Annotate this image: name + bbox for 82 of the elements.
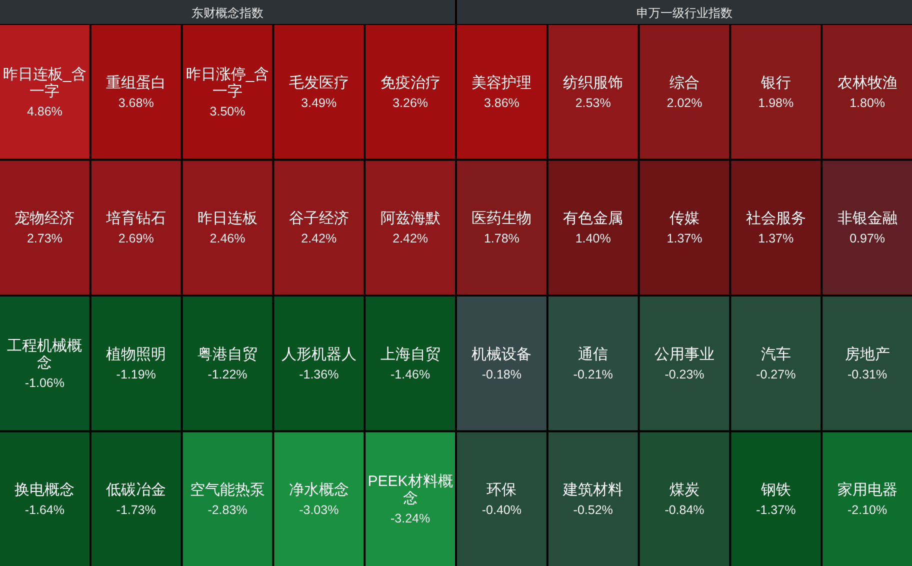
- value-label: -1.22%: [208, 367, 248, 382]
- tile-name: 阿兹海默: [380, 210, 440, 228]
- value-label: -0.23%: [664, 367, 704, 382]
- value-label: 3.86%: [484, 96, 520, 110]
- tile-name: 银行: [760, 74, 791, 92]
- value-label: 4.86%: [26, 104, 62, 118]
- tile-name: 重组蛋白: [106, 74, 166, 92]
- value-label: -3.24%: [390, 512, 430, 526]
- tile-name: 昨日连板_含一字: [3, 66, 86, 100]
- tile-name: 房地产: [844, 346, 890, 363]
- value-label: 2.53%: [575, 96, 611, 110]
- tile-name: 环保: [486, 482, 517, 499]
- tile-name: 净水概念: [288, 482, 349, 499]
- value-label: 1.80%: [850, 96, 886, 110]
- value-label: -1.73%: [116, 503, 156, 518]
- title: 东财概念指数: [192, 6, 264, 20]
- tile-name: 公用事业: [654, 346, 714, 363]
- tile-name: 昨日涨停_含一字: [186, 66, 270, 100]
- tile-name: 传媒: [670, 210, 700, 228]
- value-label: -0.31%: [848, 367, 888, 382]
- value-label: -1.06%: [24, 376, 64, 390]
- value-label: -0.40%: [482, 503, 522, 518]
- tile-name: 机械设备: [472, 346, 532, 363]
- tile-name: 通信: [578, 346, 608, 363]
- tile-name: 人形机器人: [281, 346, 356, 363]
- tile-name: 钢铁: [760, 482, 791, 499]
- value-label: -3.03%: [299, 503, 339, 518]
- value-label: 1.40%: [575, 232, 611, 246]
- value-label: 0.97%: [850, 232, 886, 246]
- value-label: -1.46%: [390, 367, 430, 382]
- value-label: 1.98%: [758, 96, 794, 110]
- tile-name: 昨日连板: [198, 210, 258, 228]
- tile-name: 社会服务: [746, 210, 806, 228]
- value-label: 3.50%: [210, 104, 246, 118]
- value-label: -0.52%: [573, 503, 613, 518]
- value-label: 3.26%: [392, 96, 428, 110]
- value-label: 2.46%: [210, 232, 246, 246]
- value-label: 1.78%: [484, 232, 520, 246]
- tile-name: 家用电器: [837, 482, 898, 499]
- value-label: -0.84%: [664, 503, 704, 518]
- value-label: 2.69%: [118, 232, 154, 246]
- value-label: -1.64%: [24, 503, 64, 518]
- tile-name: 宠物经济: [14, 210, 75, 228]
- value-label: 2.42%: [392, 232, 428, 246]
- value-label: -0.27%: [756, 367, 796, 382]
- value-label: 1.37%: [666, 232, 702, 246]
- tile-name: 空气能热泵: [190, 482, 265, 499]
- value-label: 1.37%: [758, 232, 794, 246]
- title: 申万一级行业指数: [636, 6, 732, 20]
- tile-name: 美容护理: [472, 74, 532, 92]
- tile-name: 植物照明: [106, 346, 166, 363]
- tile-name: 培育钻石: [106, 210, 166, 228]
- value-label: -2.10%: [848, 503, 888, 518]
- tile-name: 换电概念: [14, 482, 75, 499]
- value-label: 2.42%: [301, 232, 337, 246]
- value-label: 2.02%: [666, 96, 702, 110]
- tile-name: 综合: [670, 74, 700, 92]
- tile-name: 免疫治疗: [380, 74, 440, 92]
- tile-name: 非银金融: [837, 210, 898, 228]
- tile-name: 建筑材料: [563, 482, 624, 499]
- tile-name: 上海自贸: [380, 346, 440, 363]
- tile-name: 毛发医疗: [288, 74, 349, 92]
- value-label: -1.37%: [756, 503, 796, 518]
- tile-name: 汽车: [760, 346, 791, 363]
- value-label: -2.83%: [208, 503, 248, 518]
- tile-name: 工程机械概念: [7, 337, 82, 372]
- value-label: 3.68%: [118, 96, 154, 110]
- tile-name: 有色金属: [563, 210, 624, 228]
- value-label: 3.49%: [301, 96, 337, 110]
- value-label: -1.36%: [299, 367, 339, 382]
- tile-name: PEEK材料概念: [368, 473, 453, 508]
- value-label: 2.73%: [26, 232, 62, 246]
- tile-name: 谷子经济: [288, 210, 349, 228]
- tile-name: 粤港自贸: [198, 346, 258, 363]
- tile-name: 医药生物: [472, 210, 532, 228]
- tile-name: 低碳冶金: [106, 482, 166, 499]
- tile-name: 纺织服饰: [563, 74, 624, 92]
- value-label: -1.19%: [116, 367, 156, 382]
- value-label: -0.21%: [573, 367, 613, 382]
- tile-name: 农林牧渔: [837, 74, 898, 92]
- tile-name: 煤炭: [670, 482, 700, 499]
- value-label: -0.18%: [482, 367, 522, 382]
